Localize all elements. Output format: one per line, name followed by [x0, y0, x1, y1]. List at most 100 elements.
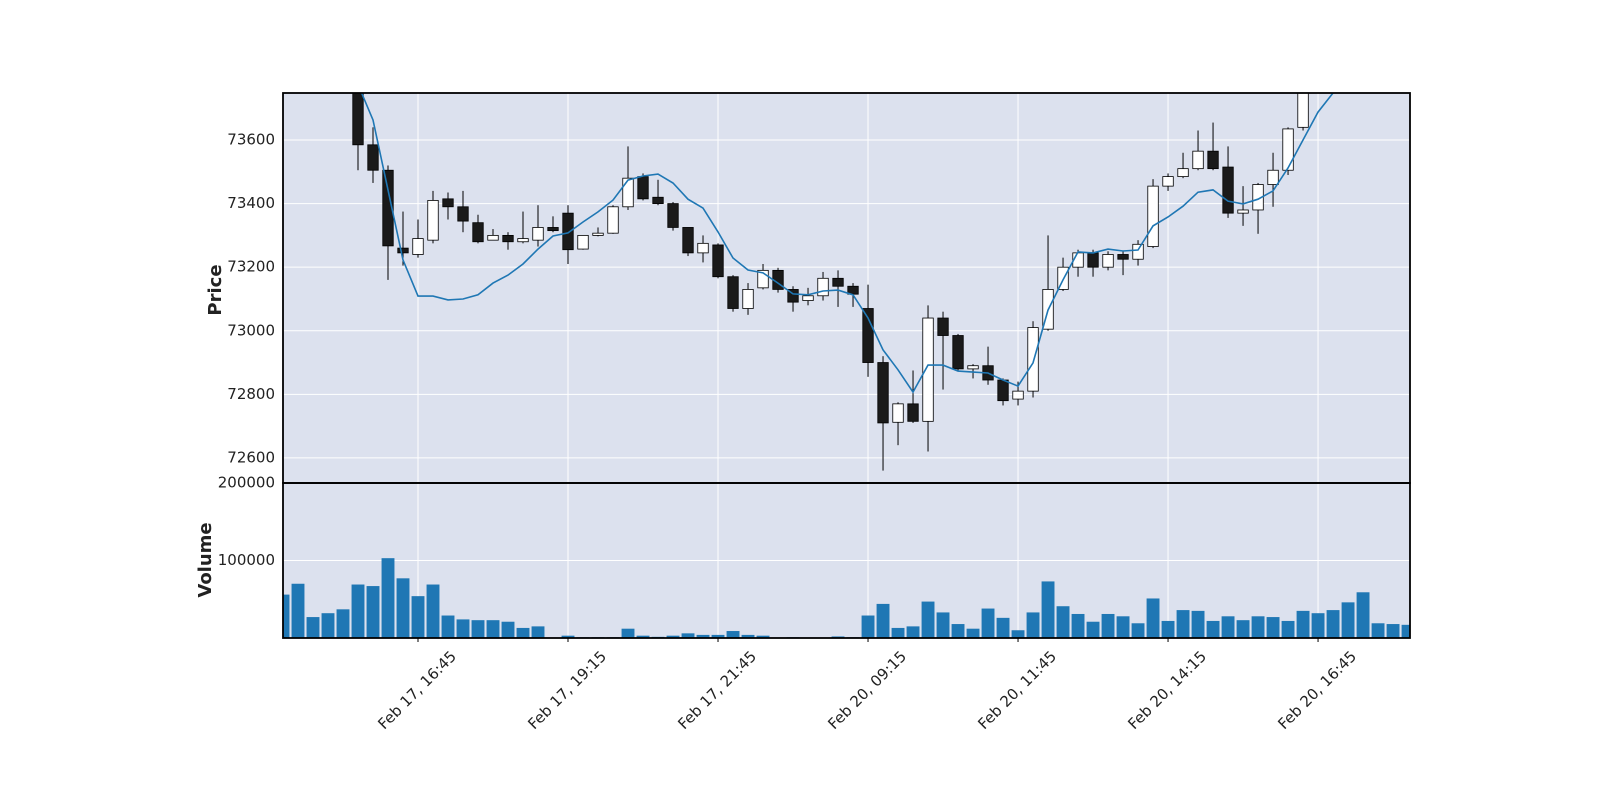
- candle-body: [412, 238, 424, 255]
- volume-bar: [351, 584, 365, 638]
- volume-bar: [1371, 623, 1385, 638]
- moving-average-line: [360, 93, 1335, 394]
- candle-body: [1222, 166, 1234, 214]
- candle-body: [727, 276, 739, 309]
- volume-bar: [456, 619, 470, 638]
- volume-bar: [561, 635, 575, 638]
- candle-body: [817, 277, 829, 297]
- volume-bar: [411, 596, 425, 638]
- x-tick-label: Feb 17, 19:15: [524, 647, 610, 733]
- candle-body: [1282, 128, 1294, 171]
- candle-body: [997, 379, 1009, 402]
- volume-bar: [441, 615, 455, 638]
- candle-body: [1237, 209, 1249, 214]
- volume-bar: [1251, 616, 1265, 638]
- volume-bar: [966, 628, 980, 638]
- candle-body: [308, 45, 319, 51]
- volume-bar: [1101, 613, 1115, 638]
- candle-body: [1012, 390, 1024, 400]
- volume-bar: [906, 626, 920, 638]
- x-tick-label: Feb 17, 21:45: [674, 647, 760, 733]
- candle-body: [382, 169, 394, 247]
- volume-bar: [1236, 620, 1250, 638]
- candle-body: [1162, 176, 1174, 187]
- candle-body: [1328, 54, 1339, 67]
- candle-body: [892, 403, 904, 423]
- candle-body: [1207, 150, 1219, 170]
- volume-bar: [996, 617, 1010, 638]
- candle-body: [1388, 7, 1399, 17]
- volume-bar: [486, 620, 500, 638]
- volume-bar: [1386, 624, 1400, 638]
- volume-bar: [921, 601, 935, 638]
- volume-bar: [726, 631, 740, 638]
- volume-axis-title: Volume: [195, 522, 216, 597]
- volume-bar: [306, 617, 320, 638]
- volume-bar: [951, 624, 965, 638]
- candle-body: [757, 269, 769, 289]
- candle-body: [1403, 0, 1414, 7]
- candle-body: [607, 206, 619, 234]
- candle-body: [637, 176, 649, 200]
- candle-body: [323, 51, 334, 64]
- y-tick-label: 72800: [227, 385, 275, 403]
- volume-bar: [426, 584, 440, 638]
- candle-body: [697, 242, 709, 254]
- candle-body: [457, 206, 469, 222]
- candle-body: [907, 403, 919, 422]
- volume-bar: [1176, 610, 1190, 638]
- volume-bar: [1056, 606, 1070, 638]
- candle-body: [1343, 42, 1354, 55]
- volume-bar: [1086, 621, 1100, 638]
- candle-body: [1177, 168, 1189, 177]
- volume-bar: [621, 628, 635, 638]
- volume-bar: [471, 620, 485, 638]
- volume-bar: [516, 627, 530, 638]
- volume-frame: [282, 482, 1411, 639]
- volume-bar: [756, 635, 770, 638]
- price-axis-title: Price: [205, 264, 226, 315]
- volume-bar: [1296, 610, 1310, 638]
- volume-bar: [1341, 602, 1355, 638]
- volume-bar: [291, 583, 305, 638]
- volume-bars: [283, 558, 1410, 638]
- y-tick-label: 73600: [227, 131, 275, 149]
- candle-body: [952, 335, 964, 370]
- candle-body: [397, 247, 409, 254]
- volume-bar: [1356, 592, 1370, 638]
- candle-body: [293, 38, 304, 44]
- volume-bar: [366, 586, 380, 638]
- volume-bar: [891, 627, 905, 638]
- candle-body: [1117, 254, 1129, 260]
- candle-body: [577, 234, 589, 250]
- x-tick-label: Feb 20, 14:15: [1124, 647, 1210, 733]
- price-panel: [283, 93, 1410, 483]
- volume-bar: [1281, 620, 1295, 638]
- volume-bar: [861, 615, 875, 638]
- candle-body: [1373, 16, 1384, 29]
- candle-body: [1147, 185, 1159, 247]
- candles: [293, 0, 1414, 471]
- candle-body: [667, 203, 679, 228]
- volume-bar: [1266, 617, 1280, 638]
- x-tick-label: Feb 20, 09:15: [824, 647, 910, 733]
- candle-body: [367, 144, 379, 171]
- candle-body: [652, 196, 664, 205]
- candle-body: [877, 362, 889, 424]
- candle-body: [802, 295, 814, 301]
- candle-body: [1132, 243, 1144, 260]
- candle-body: [592, 232, 604, 236]
- candle-body: [1297, 93, 1309, 128]
- x-tick-label: Feb 20, 11:45: [974, 647, 1060, 733]
- candle-body: [1192, 150, 1204, 170]
- volume-bar: [666, 635, 680, 638]
- volume-bar: [1041, 581, 1055, 638]
- candle-body: [1102, 254, 1114, 268]
- volume-bar: [981, 608, 995, 638]
- candle-body: [832, 277, 844, 287]
- candle-body: [922, 317, 934, 422]
- volume-bar: [1011, 630, 1025, 638]
- volume-bar: [1326, 610, 1340, 638]
- candle-body: [1358, 29, 1369, 42]
